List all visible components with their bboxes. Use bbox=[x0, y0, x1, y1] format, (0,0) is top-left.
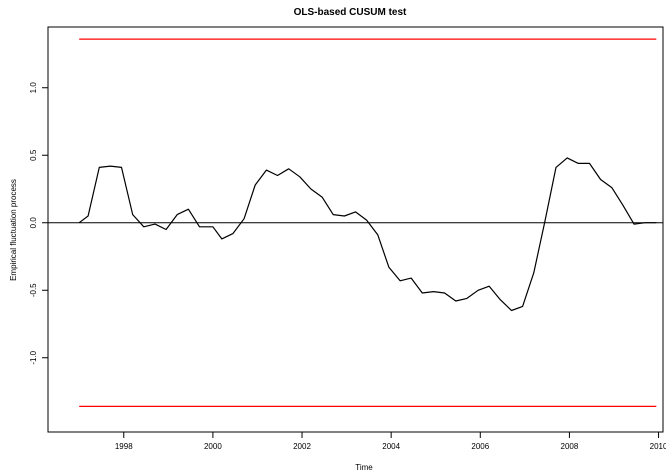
x-tick-label-4: 2006 bbox=[471, 442, 489, 451]
x-axis-label: Time bbox=[355, 463, 373, 472]
y-tick-label-0: -1.0 bbox=[29, 350, 38, 364]
x-tick-label-0: 1998 bbox=[115, 442, 133, 451]
x-tick-label-5: 2008 bbox=[561, 442, 579, 451]
y-tick-label-2: 0.0 bbox=[29, 217, 38, 229]
chart-title: OLS-based CUSUM test bbox=[294, 7, 407, 18]
x-tick-label-3: 2004 bbox=[382, 442, 400, 451]
y-axis-label: Empirical fluctuation process bbox=[9, 179, 18, 281]
y-tick-label-1: -0.5 bbox=[29, 283, 38, 297]
y-tick-label-4: 1.0 bbox=[29, 82, 38, 94]
x-tick-label-6: 2010 bbox=[650, 442, 666, 451]
series-line-0 bbox=[78, 157, 657, 312]
x-tick-label-1: 2000 bbox=[204, 442, 222, 451]
plot-area: 1998 2000 2002 2004 2006 2008 2010 -1.0 -0.5 0.0 0… bbox=[29, 26, 666, 451]
y-tick-label-3: 0.5 bbox=[29, 149, 38, 161]
x-tick-label-2: 2002 bbox=[293, 442, 311, 451]
plot-frame bbox=[47, 26, 664, 433]
